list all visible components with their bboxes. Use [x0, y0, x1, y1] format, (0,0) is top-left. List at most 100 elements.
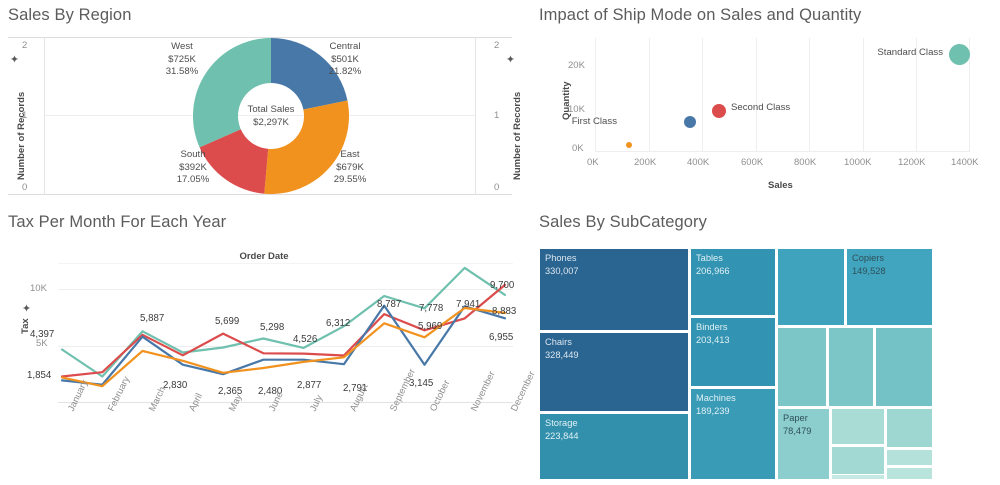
- treemap-tile[interactable]: [777, 248, 845, 326]
- donut-label-central: Central $501K 21.82%: [328, 41, 362, 77]
- treemap-tile-label: Copiers 149,528: [852, 253, 886, 276]
- y-axis-tick-0-right: 0: [494, 182, 500, 193]
- treemap-tile-label: Chairs 328,449: [545, 337, 579, 360]
- line-data-label-4: 5,699: [215, 316, 240, 327]
- treemap-tile[interactable]: [875, 327, 933, 407]
- panel-sales-by-region: Sales By Region 2 1 0 ✦ Number of Record…: [0, 0, 523, 200]
- donut-label-south: South $392K 17.05%: [176, 149, 210, 185]
- scatter-point-same-day[interactable]: [626, 142, 632, 148]
- page-title-sales-by-region: Sales By Region: [8, 6, 132, 24]
- scatter-point-standard-class[interactable]: [949, 44, 970, 65]
- line-data-label-13: 3,145: [409, 378, 434, 389]
- pin-icon[interactable]: ✦: [505, 54, 516, 66]
- line-data-label-17: 9,700: [490, 280, 515, 291]
- line-data-label-3: 2,830: [163, 380, 188, 391]
- line-data-label-8: 4,526: [293, 334, 318, 345]
- treemap-tile-machines[interactable]: Machines 189,239: [690, 388, 776, 480]
- treemap-tile-binders[interactable]: Binders 203,413: [690, 317, 776, 387]
- y-axis-tick-5k: 5K: [36, 338, 48, 349]
- scatter-plot-area[interactable]: First Class Second Class Standard Class: [572, 38, 970, 152]
- y-axis-tick-1-left: 1: [22, 110, 28, 121]
- scatter-label-standard-class: Standard Class: [877, 47, 943, 58]
- chart-header-order-date: Order Date: [239, 251, 289, 262]
- donut-slice-west[interactable]: [193, 38, 271, 148]
- x-axis-tick-400k: 400K: [687, 157, 710, 168]
- line-series-year-4[interactable]: [60, 306, 507, 388]
- donut-label-east: East $679K 29.55%: [333, 149, 367, 185]
- line-plot-area[interactable]: [58, 263, 513, 403]
- x-axis-tick-1200k: 1200K: [898, 157, 926, 168]
- donut-chart[interactable]: [191, 36, 351, 196]
- y-axis-tick-0-left: 0: [22, 182, 28, 193]
- scatter-label-first-class: First Class: [571, 116, 617, 127]
- treemap-tile-chairs[interactable]: Chairs 328,449: [539, 332, 689, 412]
- panel-tax-per-month: Tax Per Month For Each Year Order Date 1…: [0, 208, 537, 485]
- x-axis-tick-0k: 0K: [587, 157, 599, 168]
- line-data-label-9: 2,877: [297, 380, 322, 391]
- y-axis-tick-10k: 10K: [568, 104, 585, 115]
- treemap-tile-label: Tables 206,966: [696, 253, 730, 276]
- line-data-label-14: 7,778: [419, 303, 444, 314]
- treemap-tile-storage[interactable]: Storage 223,844: [539, 413, 689, 480]
- scatter-point-second-class[interactable]: [712, 104, 726, 118]
- line-data-label-11: 2,791: [343, 383, 368, 394]
- treemap-tile[interactable]: [777, 327, 827, 407]
- treemap-tile-copiers[interactable]: Copiers 149,528: [846, 248, 933, 326]
- y-axis-tick-10k: 10K: [30, 283, 47, 294]
- donut-slice-central[interactable]: [271, 38, 348, 110]
- treemap-tile[interactable]: [886, 408, 933, 448]
- treemap-tile-paper[interactable]: Paper 78,479: [777, 408, 830, 480]
- pin-icon[interactable]: ✦: [21, 303, 32, 315]
- treemap-tile-label: Storage 223,844: [545, 418, 579, 441]
- x-axis-title-sales: Sales: [768, 180, 793, 191]
- x-axis-tick-1400k: 1400K: [951, 157, 979, 168]
- line-data-label-6: 5,298: [260, 322, 285, 333]
- y-axis-tick-20k: 20K: [568, 60, 585, 71]
- y-axis-title-right: Number of Records: [512, 91, 523, 180]
- panel-ship-mode: Impact of Ship Mode on Sales and Quantit…: [530, 0, 1000, 205]
- line-data-label-2: 5,887: [140, 313, 165, 324]
- line-data-label-19: 6,955: [489, 332, 514, 343]
- page-title-ship-mode: Impact of Ship Mode on Sales and Quantit…: [539, 6, 862, 24]
- treemap-tile[interactable]: [831, 408, 885, 445]
- panel-sales-by-subcategory: Sales By SubCategory Phones 330,007 Chairs…: [530, 208, 1000, 485]
- donut-slice-south[interactable]: [199, 129, 269, 194]
- pin-icon[interactable]: ✦: [9, 54, 20, 66]
- y-axis-title-left: Number of Records: [16, 91, 27, 180]
- x-axis-tick-200k: 200K: [634, 157, 657, 168]
- line-data-label-12: 8,787: [377, 299, 402, 310]
- y-axis-tick-0k: 0K: [572, 143, 584, 154]
- treemap-tile-label: Phones 330,007: [545, 253, 579, 276]
- line-data-label-15: 5,969: [418, 321, 443, 332]
- treemap-tile[interactable]: [886, 467, 933, 480]
- scatter-point-first-class[interactable]: [684, 116, 696, 128]
- x-axis-tick-800k: 800K: [794, 157, 817, 168]
- treemap-tile[interactable]: [831, 474, 885, 480]
- page-title-sales-by-subcategory: Sales By SubCategory: [539, 213, 708, 231]
- line-data-label-10: 6,312: [326, 318, 351, 329]
- treemap-tile[interactable]: [828, 327, 874, 407]
- treemap-tile-label: Machines 189,239: [696, 393, 736, 416]
- treemap-tile-tables[interactable]: Tables 206,966: [690, 248, 776, 316]
- line-series-year-2[interactable]: [60, 283, 507, 378]
- x-axis-tick-1000k: 1000K: [844, 157, 872, 168]
- treemap-tile-phones[interactable]: Phones 330,007: [539, 248, 689, 331]
- line-series-year-1[interactable]: [60, 266, 507, 378]
- y-axis-tick-2-right: 2: [494, 40, 500, 51]
- scatter-label-second-class: Second Class: [731, 102, 791, 113]
- line-series-year-3[interactable]: [60, 304, 507, 386]
- donut-center-total: Total Sales $2,297K: [247, 104, 295, 128]
- page-title-tax-per-month: Tax Per Month For Each Year: [8, 213, 227, 231]
- treemap-tile-label: Paper 78,479: [783, 413, 812, 436]
- donut-slice-east[interactable]: [264, 100, 349, 194]
- treemap-chart[interactable]: Phones 330,007 Chairs 328,449 Storage 223,844…: [539, 248, 933, 480]
- line-data-label-5: 2,365: [218, 386, 243, 397]
- line-data-label-7: 2,480: [258, 386, 283, 397]
- treemap-tile-label: Binders 203,413: [696, 322, 730, 345]
- treemap-tile[interactable]: [886, 449, 933, 466]
- y-axis-title-quantity: Quantity: [561, 81, 572, 120]
- y-axis-tick-1-right: 1: [494, 110, 500, 121]
- line-data-label-18: 8,883: [492, 306, 517, 317]
- line-data-label-16: 7,941: [456, 299, 481, 310]
